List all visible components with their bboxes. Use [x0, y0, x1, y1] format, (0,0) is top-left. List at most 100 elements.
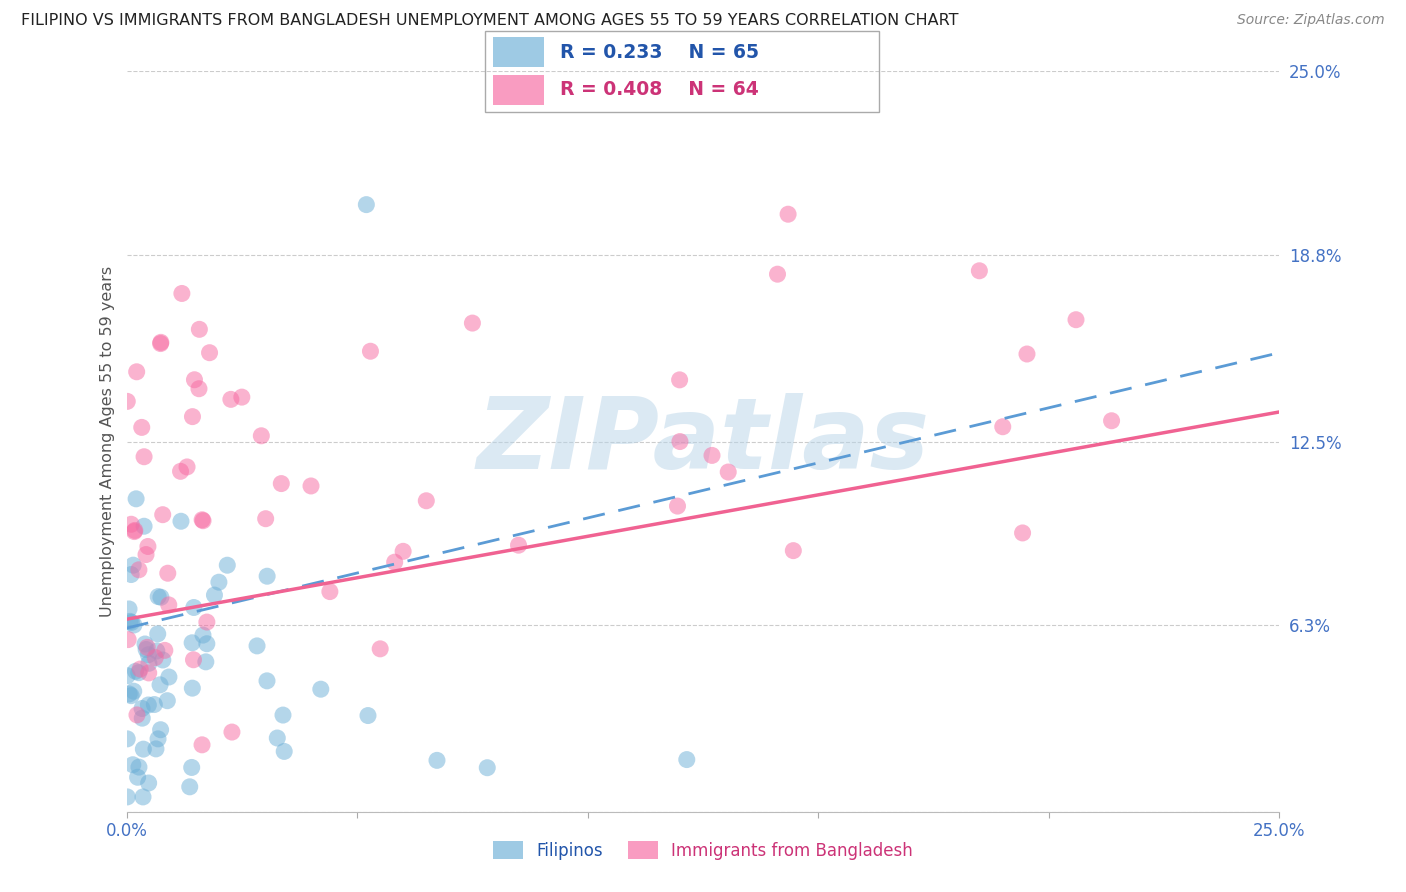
- Point: [117, 632, 139, 647]
- Point: [204, 588, 226, 602]
- Point: [359, 344, 381, 359]
- Y-axis label: Unemployment Among Ages 55 to 59 years: Unemployment Among Ages 55 to 59 years: [100, 266, 115, 617]
- Point: [1015, 347, 1038, 361]
- Point: [700, 449, 723, 463]
- Point: [477, 761, 499, 775]
- Point: [319, 584, 342, 599]
- Point: [191, 513, 214, 527]
- Point: [231, 390, 253, 404]
- Point: [179, 780, 201, 794]
- Point: [183, 600, 205, 615]
- Point: [124, 524, 146, 538]
- Point: [143, 650, 166, 665]
- Legend: Filipinos, Immigrants from Bangladesh: Filipinos, Immigrants from Bangladesh: [486, 835, 920, 866]
- Point: [121, 757, 143, 772]
- Point: [132, 519, 155, 533]
- Text: Source: ZipAtlas.com: Source: ZipAtlas.com: [1237, 13, 1385, 28]
- Point: [148, 590, 170, 604]
- Point: [128, 760, 150, 774]
- Point: [384, 555, 406, 569]
- Point: [131, 420, 153, 434]
- Point: [128, 665, 150, 680]
- Point: [256, 569, 278, 583]
- Point: [134, 637, 156, 651]
- Point: [191, 514, 214, 528]
- Text: R = 0.408    N = 64: R = 0.408 N = 64: [560, 80, 759, 99]
- Point: [125, 707, 148, 722]
- Point: [1011, 525, 1033, 540]
- Point: [138, 657, 160, 671]
- Point: [115, 669, 138, 683]
- Point: [138, 665, 160, 680]
- Point: [117, 394, 139, 409]
- Point: [1064, 312, 1087, 326]
- Point: [309, 682, 332, 697]
- Point: [392, 544, 415, 558]
- Point: [127, 770, 149, 784]
- Point: [461, 316, 484, 330]
- Point: [131, 711, 153, 725]
- Point: [508, 538, 530, 552]
- Point: [153, 643, 176, 657]
- Point: [668, 373, 690, 387]
- Point: [118, 615, 141, 629]
- Point: [194, 655, 217, 669]
- Point: [357, 708, 380, 723]
- Point: [156, 566, 179, 581]
- Text: FILIPINO VS IMMIGRANTS FROM BANGLADESH UNEMPLOYMENT AMONG AGES 55 TO 59 YEARS CO: FILIPINO VS IMMIGRANTS FROM BANGLADESH U…: [21, 13, 959, 29]
- Bar: [494, 37, 544, 68]
- Point: [176, 459, 198, 474]
- Point: [270, 476, 292, 491]
- Point: [125, 491, 148, 506]
- Point: [143, 698, 166, 712]
- Point: [766, 267, 789, 281]
- Point: [118, 687, 141, 701]
- Point: [782, 543, 804, 558]
- Point: [146, 731, 169, 746]
- Point: [122, 558, 145, 573]
- Point: [157, 598, 180, 612]
- Point: [266, 731, 288, 745]
- Point: [415, 493, 437, 508]
- Point: [198, 345, 221, 359]
- Point: [135, 642, 157, 657]
- Point: [181, 409, 204, 424]
- Point: [138, 776, 160, 790]
- Point: [118, 602, 141, 616]
- Point: [152, 653, 174, 667]
- Point: [149, 723, 172, 737]
- Text: ZIPatlas: ZIPatlas: [477, 393, 929, 490]
- Point: [271, 708, 294, 723]
- Point: [156, 694, 179, 708]
- Point: [135, 548, 157, 562]
- Point: [131, 701, 153, 715]
- Point: [146, 644, 169, 658]
- Point: [149, 335, 172, 350]
- Point: [120, 567, 142, 582]
- Point: [138, 698, 160, 712]
- Point: [122, 618, 145, 632]
- Point: [120, 517, 142, 532]
- Point: [299, 479, 322, 493]
- Point: [169, 464, 191, 478]
- Point: [195, 637, 218, 651]
- Point: [145, 742, 167, 756]
- Point: [115, 731, 138, 746]
- Point: [128, 563, 150, 577]
- Point: [256, 673, 278, 688]
- Point: [426, 753, 449, 767]
- Point: [180, 760, 202, 774]
- Point: [181, 681, 204, 695]
- Point: [149, 678, 172, 692]
- Point: [136, 640, 159, 655]
- Point: [125, 365, 148, 379]
- Point: [152, 508, 174, 522]
- Point: [991, 419, 1014, 434]
- Point: [132, 742, 155, 756]
- Point: [191, 628, 214, 642]
- Point: [195, 615, 218, 629]
- Point: [717, 465, 740, 479]
- Point: [356, 197, 378, 211]
- Point: [157, 670, 180, 684]
- Text: R = 0.233    N = 65: R = 0.233 N = 65: [560, 43, 759, 62]
